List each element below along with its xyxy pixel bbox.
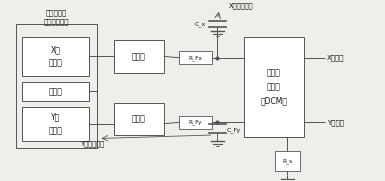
Text: 多晶硅表面: 多晶硅表面: [46, 9, 67, 16]
Text: Y轴: Y轴: [51, 112, 60, 121]
Text: C_Fy: C_Fy: [227, 128, 241, 133]
Text: 解调器: 解调器: [132, 115, 146, 124]
Text: R_Fx: R_Fx: [188, 55, 203, 61]
Bar: [179, 116, 212, 129]
Bar: [22, 107, 89, 141]
Text: X模拟量输出: X模拟量输出: [229, 3, 253, 9]
Text: 微机械传感器: 微机械传感器: [44, 18, 69, 25]
Bar: [22, 81, 89, 101]
Text: 传感器: 传感器: [49, 59, 62, 68]
Text: R_Fy: R_Fy: [189, 119, 202, 125]
Text: X轴: X轴: [50, 45, 60, 54]
Text: （DCM）: （DCM）: [261, 96, 288, 105]
Text: 传感器: 传感器: [49, 126, 62, 135]
Bar: [22, 37, 89, 76]
Bar: [16, 24, 97, 148]
Text: C_x: C_x: [195, 21, 206, 27]
Text: 振荡器: 振荡器: [49, 87, 62, 96]
Text: 占空比: 占空比: [267, 69, 281, 78]
Text: R_s: R_s: [282, 158, 293, 164]
Text: Y轴输出: Y轴输出: [327, 119, 344, 126]
Text: 调制器: 调制器: [267, 82, 281, 91]
Bar: [244, 37, 304, 137]
Bar: [275, 151, 300, 171]
Bar: [114, 103, 164, 135]
Text: 解调器: 解调器: [132, 52, 146, 61]
Bar: [179, 51, 212, 64]
Text: Y模拟量输出: Y模拟量输出: [81, 141, 105, 147]
Bar: [114, 40, 164, 73]
Text: X轴输出: X轴输出: [327, 54, 344, 61]
